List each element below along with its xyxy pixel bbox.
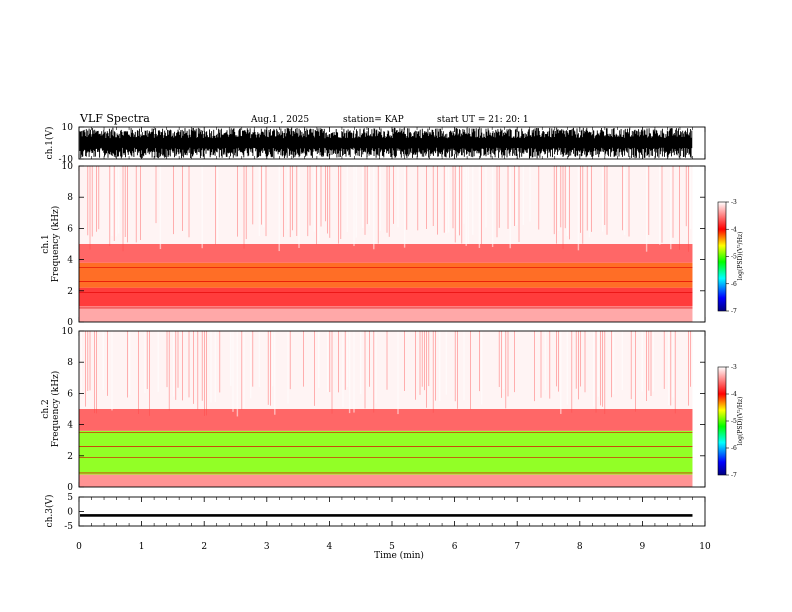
ch2-colorbar-gradient xyxy=(717,366,727,476)
time-xtick-label: 0 xyxy=(76,542,82,552)
ch2-colorbar: log(PSD)(V²/Hz) -3 -4 -5 -6 -7 xyxy=(717,364,744,479)
ch1-waveform-panel: 10 -10 xyxy=(59,123,706,165)
time-xtick-label: 9 xyxy=(640,542,646,552)
ch2-colorbar-label: log(PSD)(V²/Hz) xyxy=(737,397,744,446)
waveform-frame xyxy=(78,126,706,160)
ch1-colorbar-gradient xyxy=(717,201,727,312)
time-xtick-label: 7 xyxy=(514,542,520,552)
freq-ytick-label: 4 xyxy=(67,256,73,266)
ch1-waveform-ylabel: ch.1(V) xyxy=(44,127,55,160)
colorbar-tick-label: -7 xyxy=(731,308,737,315)
ch1-ytick-label: -10 xyxy=(59,155,74,165)
time-xtick-label: 3 xyxy=(264,542,270,552)
colorbar-tick-label: -4 xyxy=(731,391,737,398)
ch1-spectrogram-panel: 0 2 4 6 8 10 xyxy=(62,162,706,328)
ch1-spectrogram-ylabel-top: ch.1 xyxy=(41,234,51,253)
colorbar-tick-label: -3 xyxy=(731,364,737,371)
time-axis-label: Time (min) xyxy=(374,550,424,561)
freq-ytick-label: 2 xyxy=(67,452,73,462)
colorbar-tick-label: -5 xyxy=(731,418,737,425)
ch3-ytick-label: 0 xyxy=(67,508,73,518)
ch1-waveform-trace xyxy=(79,127,693,159)
time-xtick-label: 8 xyxy=(577,542,583,552)
freq-ytick-label: 6 xyxy=(67,389,73,399)
freq-ytick-label: 8 xyxy=(67,193,73,203)
spectrogram-band xyxy=(79,166,693,244)
freq-ytick-label: 8 xyxy=(67,358,73,368)
ch1-colorbar: log(PSD)(V²/Hz) -3 -4 -5 -6 -7 xyxy=(717,199,744,315)
time-xtick-label: 6 xyxy=(452,542,458,552)
ch3-waveform-panel: 50-50 1 2 3 4 5 6 7 8 9 10 xyxy=(64,493,711,552)
time-xtick-label: 2 xyxy=(201,542,207,552)
spectrogram-frame xyxy=(78,330,706,488)
spectrogram-frame xyxy=(78,165,706,323)
freq-ytick-label: 10 xyxy=(62,162,74,172)
ch2-spectrogram-panel: 0 2 4 6 8 10 xyxy=(62,327,706,493)
spectrogram-band xyxy=(79,331,693,409)
spectrogram-band xyxy=(79,409,693,431)
freq-ytick-label: 10 xyxy=(62,327,74,337)
time-xtick-label: 10 xyxy=(699,542,711,552)
ch1-colorbar-label: log(PSD)(V²/Hz) xyxy=(737,232,744,281)
ch1-spectrogram-ylabel: Frequency (kHz) xyxy=(50,206,61,283)
spectrogram-band xyxy=(79,474,693,487)
time-xtick-label: 5 xyxy=(389,542,395,552)
colorbar-tick-label: -3 xyxy=(731,199,737,206)
ch1-ytick-label: 10 xyxy=(62,123,74,133)
spectrogram-band xyxy=(79,306,693,322)
ch2-spectrogram-ylabel-top: ch.2 xyxy=(41,399,51,418)
ch3-ytick-label: -5 xyxy=(64,522,73,532)
ch3-ytick-label: 5 xyxy=(67,493,73,503)
colorbar-tick-label: -6 xyxy=(731,281,737,288)
freq-ytick-label: 4 xyxy=(67,421,73,431)
freq-ytick-label: 2 xyxy=(67,287,73,297)
station-label: station= KAP xyxy=(343,115,404,125)
freq-ytick-label: 6 xyxy=(67,224,73,234)
spectrogram-band xyxy=(79,430,693,475)
colorbar-tick-label: -4 xyxy=(731,226,737,233)
time-xtick-label: 1 xyxy=(139,542,145,552)
waveform-frame xyxy=(78,496,706,527)
date-label: Aug.1 , 2025 xyxy=(250,115,309,125)
ch3-waveform-ylabel: ch.3(V) xyxy=(44,495,55,528)
colorbar-tick-label: -7 xyxy=(731,472,737,479)
time-xtick-label: 4 xyxy=(327,542,333,552)
colorbar-tick-label: -5 xyxy=(731,254,737,261)
spectrogram-band xyxy=(79,262,693,288)
freq-ytick-label: 0 xyxy=(67,483,73,493)
start-time-label: start UT = 21: 20: 1 xyxy=(437,115,529,125)
figure-title: VLF Spectra xyxy=(79,112,150,125)
colorbar-tick-label: -6 xyxy=(731,445,737,452)
spectrogram-band xyxy=(79,287,693,307)
freq-ytick-label: 0 xyxy=(67,318,73,328)
ch2-spectrogram-ylabel: Frequency (kHz) xyxy=(50,371,61,448)
spectrogram-band xyxy=(79,244,693,263)
ch3-waveform-trace xyxy=(80,514,693,517)
